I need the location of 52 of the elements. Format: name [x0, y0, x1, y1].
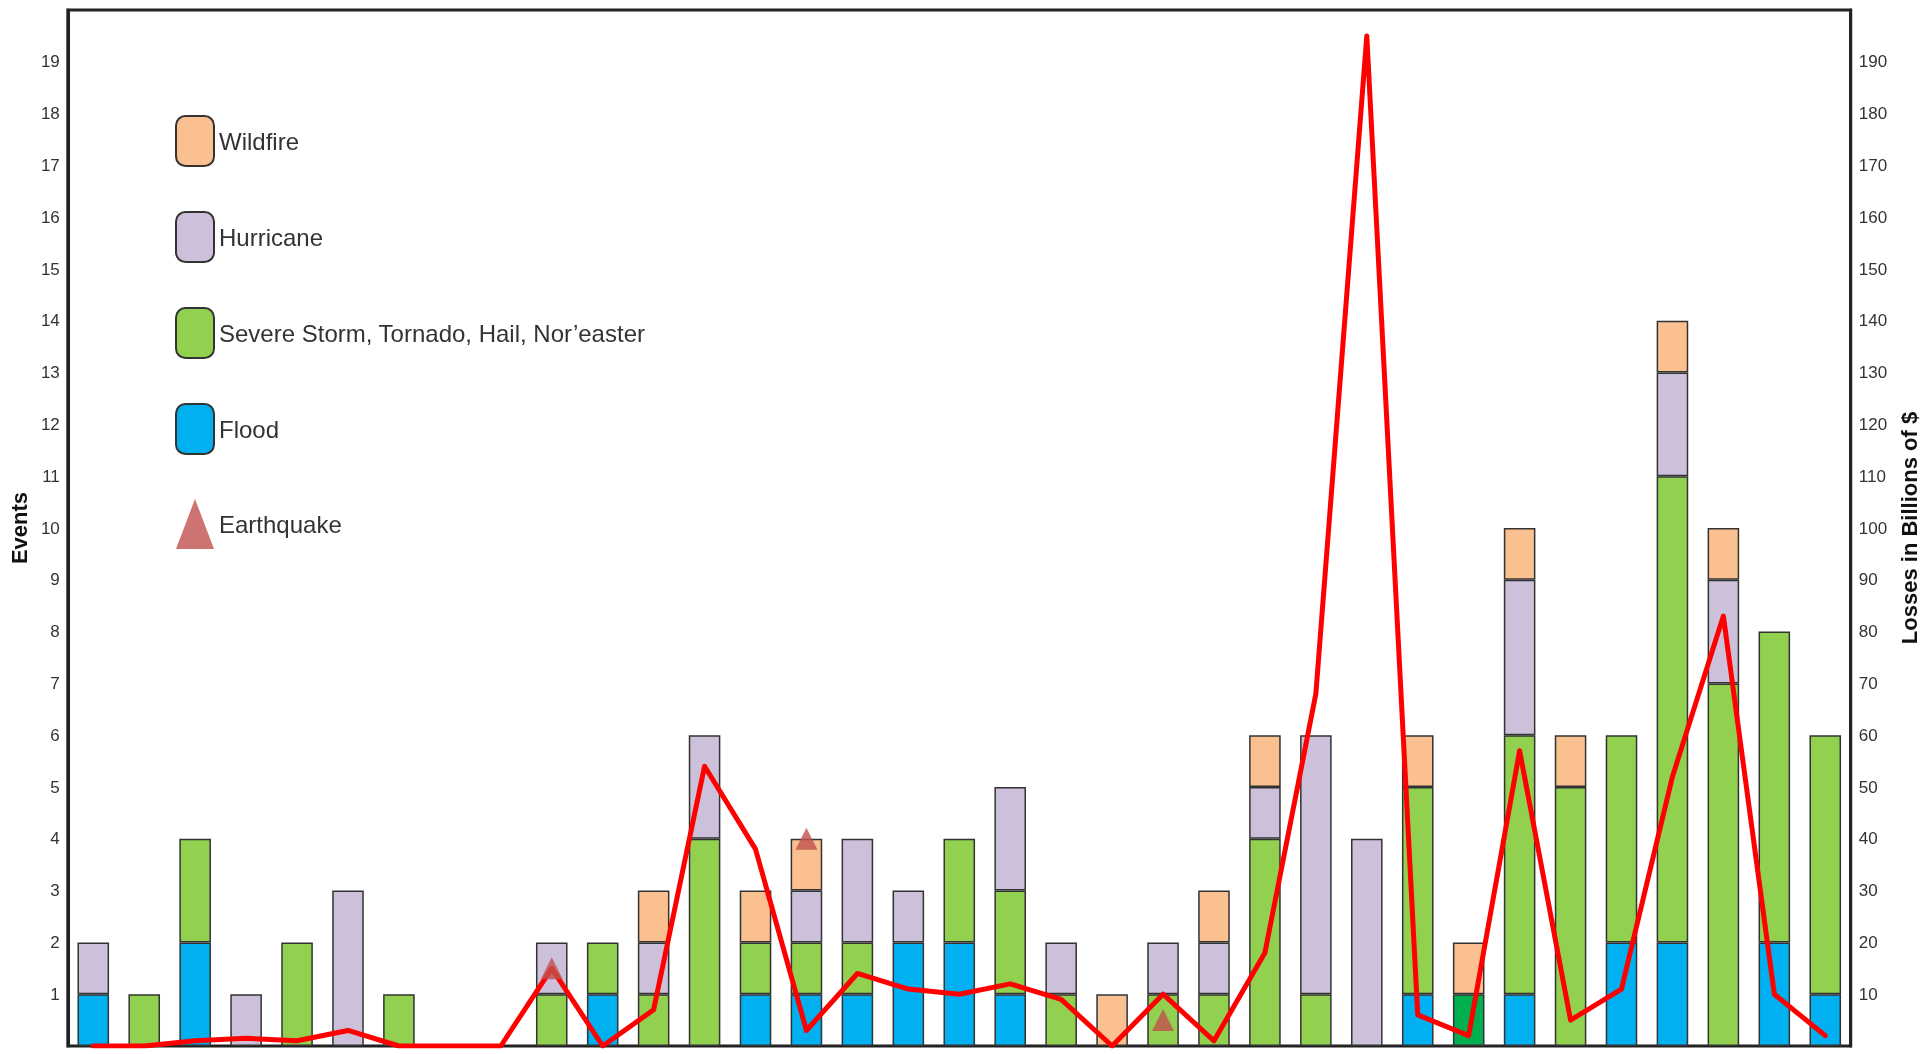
y2-tick-label: 60 [1858, 725, 1878, 745]
y-tick-label: 12 [40, 414, 60, 434]
y2-tick-label: 50 [1858, 777, 1878, 797]
y-tick-label: 18 [40, 104, 60, 124]
y-tick-label: 11 [42, 466, 60, 486]
y2-tick-label: 140 [1858, 311, 1888, 331]
y2-tick-label: 170 [1858, 155, 1888, 175]
legend-label: Hurricane [219, 223, 324, 251]
y-tick-label: 17 [40, 155, 60, 175]
y2-tick-label: 80 [1858, 622, 1878, 642]
bar [383, 994, 415, 1046]
bar [1351, 838, 1383, 1046]
legend-label: Severe Storm, Tornado, Hail, Nor’easter [219, 319, 645, 347]
y2-tick-label: 20 [1858, 932, 1878, 952]
y2-tick-label: 40 [1858, 829, 1878, 849]
y-tick-label: 16 [40, 207, 60, 227]
y-tick-label: 7 [50, 673, 60, 693]
y-tick-label: 9 [50, 570, 60, 590]
y-tick-label: 6 [50, 725, 60, 745]
y-tick-label: 2 [50, 932, 60, 952]
y2-tick-label: 30 [1858, 881, 1878, 901]
y-tick-label: 19 [40, 52, 60, 72]
y2-tick-label: 190 [1858, 52, 1888, 72]
y2-tick-label: 100 [1858, 518, 1888, 538]
bar [128, 994, 161, 1046]
y2-tick-label: 160 [1858, 207, 1888, 227]
bar [332, 890, 364, 1046]
y-tick-label: 10 [40, 518, 60, 538]
y2-tick-label: 70 [1858, 673, 1878, 693]
legend-label: Wildfire [219, 127, 300, 155]
bar [281, 942, 313, 1046]
y-tick-label: 14 [40, 311, 60, 331]
y-tick-label: 4 [50, 829, 60, 849]
y2-axis-title: Losses in Billions of $ [1896, 411, 1922, 645]
legend-label: Flood [219, 415, 280, 443]
legend-label: Earthquake [219, 510, 342, 538]
y-tick-label: 15 [40, 259, 60, 279]
y2-tick-label: 10 [1858, 984, 1878, 1004]
y2-tick-label: 90 [1858, 570, 1878, 590]
y2-tick-label: 150 [1858, 259, 1888, 279]
y2-tick-label: 110 [1858, 466, 1886, 486]
y-tick-label: 3 [50, 881, 60, 901]
y2-tick-label: 180 [1858, 104, 1888, 124]
y2-tick-label: 120 [1858, 414, 1888, 434]
y-tick-label: 13 [40, 363, 60, 383]
y-tick-label: 8 [50, 622, 60, 642]
y2-tick-label: 130 [1858, 363, 1888, 383]
y-tick-label: 5 [50, 777, 60, 797]
bar [230, 994, 262, 1046]
y-axis-title: Events [6, 491, 32, 565]
y-tick-label: 1 [50, 984, 60, 1004]
point [795, 827, 818, 850]
